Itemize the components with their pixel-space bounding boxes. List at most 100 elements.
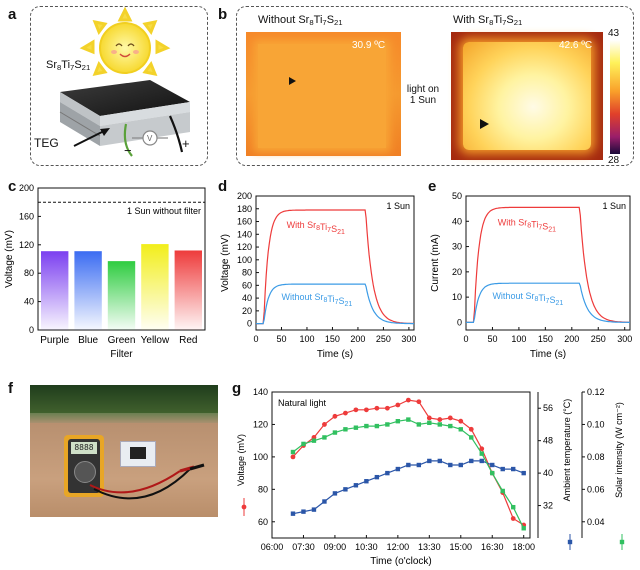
point-1 [395, 466, 401, 472]
panel-label-g: g [232, 380, 242, 397]
point-2 [437, 422, 443, 427]
y-tick-label: 80 [242, 268, 252, 278]
y-tick-label: 20 [452, 267, 462, 277]
x-tick-label: 0 [253, 334, 258, 344]
point-1 [458, 462, 463, 468]
point-1 [311, 507, 317, 512]
point-2 [290, 449, 296, 455]
point-2 [458, 427, 463, 432]
chart-d-voltage-time: 0 20 40 60 80 100 120 140 160 180 200 0 50 100 150 200 2… [220, 191, 416, 360]
thermal-image-without [246, 32, 401, 156]
y-right1-tick-label: 32 [543, 501, 553, 511]
x-tick-label: 18:00 [512, 542, 535, 552]
y-right2-tick-label: 0.08 [587, 452, 605, 462]
point-1 [416, 462, 422, 468]
point-0 [353, 407, 359, 413]
y-tick-label: 0 [247, 319, 252, 329]
y-tick-label: 40 [452, 216, 462, 226]
x-tick-label: 10:30 [355, 542, 378, 552]
x-axis-label: Time (o'clock) [370, 556, 432, 567]
point-1 [479, 458, 484, 464]
y-tick-label: 10 [452, 292, 462, 302]
y-tick-label: 50 [452, 191, 462, 201]
point-2 [374, 423, 380, 429]
scale-min: 28 [608, 155, 620, 166]
point-1 [301, 509, 306, 514]
point-0 [510, 516, 516, 521]
x-tick-label: 0 [463, 334, 468, 344]
x-tick-label: 300 [401, 334, 416, 344]
x-tick-label: Green [108, 335, 136, 346]
point-2 [385, 422, 390, 427]
panel-label-e: e [428, 178, 437, 195]
point-1 [290, 511, 296, 516]
point-0 [322, 422, 327, 427]
point-2 [395, 419, 401, 424]
point-1 [332, 491, 338, 496]
point-2 [448, 423, 453, 429]
series-line-0 [256, 209, 414, 325]
thermal-image-with [451, 32, 603, 160]
y-right2-tick-label: 0.04 [587, 517, 605, 527]
point-1 [385, 470, 390, 476]
x-tick-label: 300 [617, 334, 632, 344]
x-tick-label: Red [179, 335, 197, 346]
y-tick-label: 0 [457, 317, 462, 327]
point-2 [353, 425, 359, 430]
point-0 [332, 413, 338, 419]
y-right1-tick-label: 56 [543, 403, 553, 413]
point-0 [384, 405, 390, 411]
point-2 [521, 526, 526, 531]
point-0 [290, 454, 296, 460]
annotation: 1 Sun [602, 201, 626, 211]
x-tick-label: 150 [538, 334, 553, 344]
y-right1-legend-marker [567, 539, 573, 545]
point-1 [322, 499, 327, 504]
point-1 [374, 474, 380, 480]
point-0 [374, 405, 380, 411]
y-right1-label: Ambient temperature (°C) [562, 399, 572, 502]
x-tick-label: 50 [487, 334, 497, 344]
y-tick-label: 160 [19, 211, 34, 221]
minus-sign: − [124, 143, 132, 158]
light-on-label: light on 1 Sun [406, 84, 440, 106]
x-tick-label: 100 [511, 334, 526, 344]
point-2 [301, 441, 306, 447]
y-axis-label: Current (mA) [430, 234, 441, 292]
panel-label-a: a [8, 6, 17, 23]
series-line-1 [292, 460, 524, 515]
x-tick-label: 06:00 [261, 542, 284, 552]
outdoor-setup-photo: 8888 [30, 385, 218, 517]
point-2 [343, 427, 348, 432]
y-tick-label: 60 [242, 280, 252, 290]
annotation: Natural light [278, 398, 327, 408]
plot-frame [271, 391, 531, 539]
point-0 [426, 415, 432, 421]
temp-with: 42.6 ºC [559, 40, 593, 51]
reference-line-label: 1 Sun without filter [127, 206, 201, 216]
point-2 [490, 470, 495, 476]
bar-yellow [141, 244, 169, 330]
temp-without: 30.9 ºC [352, 40, 386, 51]
point-0 [343, 410, 348, 416]
point-1 [353, 483, 359, 488]
point-0 [416, 399, 422, 405]
series-line-1 [256, 283, 414, 325]
y-left-tick-label: 120 [253, 419, 268, 429]
point-2 [332, 430, 338, 435]
x-tick-label: 100 [299, 334, 314, 344]
x-tick-label: Yellow [141, 335, 170, 346]
y-axis-label: Voltage (mV) [220, 234, 231, 292]
y-tick-label: 20 [242, 306, 252, 316]
y-right2-label: Solar intensity (W cm⁻²) [614, 402, 624, 498]
y-right1-tick-label: 40 [543, 468, 553, 478]
x-tick-label: Purple [40, 335, 69, 346]
bar-purple [41, 251, 69, 330]
y-right2-legend-marker [619, 539, 625, 545]
y-left-tick-label: 80 [258, 484, 268, 494]
x-tick-label: 13:30 [418, 542, 441, 552]
plus-sign: + [182, 136, 190, 151]
cursor-marker-left [289, 77, 296, 85]
y-tick-label: 120 [19, 240, 34, 250]
y-axis-label: Voltage (mV) [4, 230, 15, 288]
